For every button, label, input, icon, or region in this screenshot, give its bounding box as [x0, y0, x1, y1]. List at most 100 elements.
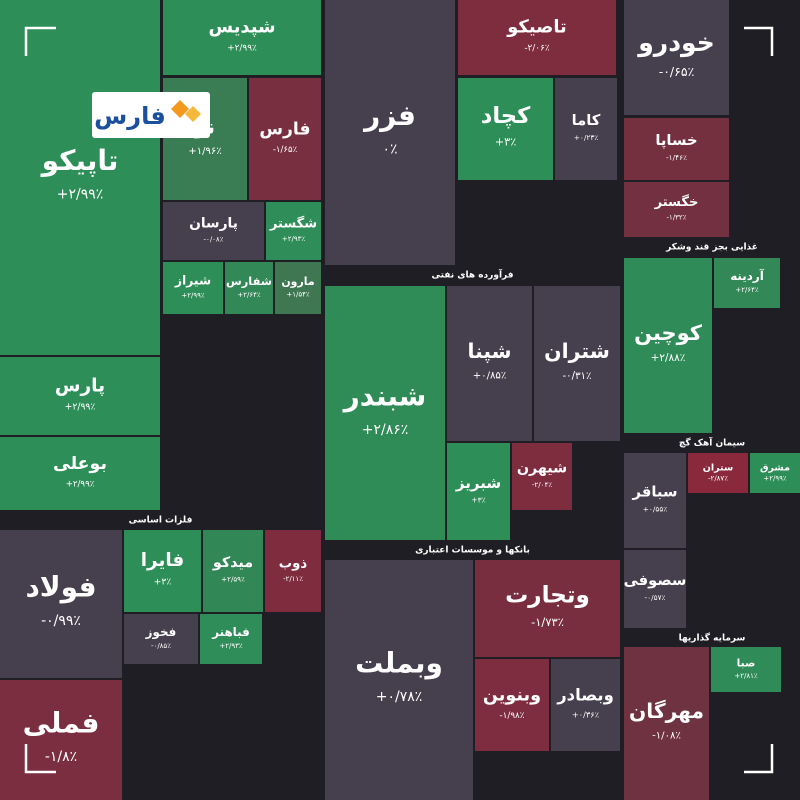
- tile-name: فولاد: [25, 571, 96, 604]
- tile-value: +۲/۹۹٪: [57, 186, 104, 202]
- tile: [512, 443, 572, 510]
- tile-name: کچاد: [481, 103, 531, 129]
- tile-name: فایرا: [141, 550, 184, 571]
- tile: [624, 453, 686, 548]
- tile-name: فخوز: [145, 625, 177, 640]
- tile: [0, 680, 122, 800]
- tile-name: خساپا: [655, 132, 697, 149]
- tile: [555, 78, 617, 180]
- tile-value: +۲/۵۹٪: [221, 575, 245, 584]
- tile: [624, 182, 729, 237]
- tile: [203, 530, 263, 612]
- tile-value: -۲/۰۶٪: [524, 44, 550, 54]
- section-bar: [624, 436, 800, 450]
- tile: [0, 437, 160, 510]
- tile: [711, 647, 781, 692]
- tile: [124, 530, 201, 612]
- tile-name: شگستر: [269, 215, 317, 231]
- tile: [225, 262, 273, 314]
- tile-value: +۲/۹۹٪: [181, 291, 205, 299]
- tile-value: +۲/۹۳٪: [219, 642, 243, 650]
- frame-corners: [24, 26, 774, 774]
- tile-name: فزر: [362, 99, 416, 132]
- tile-name: پارس: [55, 375, 105, 396]
- tile-value: ۰٪: [382, 141, 397, 157]
- tile: [688, 453, 748, 493]
- tile: [447, 443, 510, 540]
- tile: [325, 286, 445, 540]
- tile-value: +۲/۹۹٪: [65, 402, 96, 413]
- tile-value: -۱/۰۸٪: [652, 731, 681, 742]
- tile-name: فباهنر: [211, 625, 250, 640]
- tile-value: +۰/۷۸٪: [376, 689, 423, 705]
- tile: [624, 258, 712, 433]
- tile: [475, 560, 620, 657]
- tile-name: وتجارت: [505, 582, 590, 608]
- tile: [124, 614, 198, 664]
- tile-name: مهرگان: [629, 699, 704, 723]
- tile-name: فملی: [23, 707, 100, 740]
- logo-text: فارس: [94, 102, 166, 130]
- tile-value: +۳٪: [495, 136, 517, 149]
- tile-value: +۲/۹۹٪: [227, 44, 257, 54]
- tile: [447, 286, 532, 441]
- section-title: غذایی بجز قند وشکر: [665, 243, 758, 253]
- section-title: بانکها و موسسات اعتباری: [415, 546, 530, 556]
- tile-name: مشرق: [760, 462, 790, 473]
- tile-value: -۲/۰۴٪: [532, 480, 552, 489]
- tile-value: +۲/۸۱٪: [734, 672, 758, 680]
- logo-mark: [171, 100, 189, 118]
- tile-name: شتران: [544, 339, 610, 363]
- tile-value: -۱/۸٪: [45, 749, 77, 765]
- tile-name: خگستر: [654, 194, 699, 210]
- tile: [249, 78, 321, 200]
- tile: [0, 0, 160, 355]
- tile-value: -۰/۸۵٪: [151, 642, 171, 650]
- tile-name: شپدیس: [208, 17, 275, 38]
- logo-mark: [185, 106, 201, 122]
- tile-name: بوعلی: [53, 454, 107, 474]
- section-bar: [624, 240, 800, 254]
- tile-value: +۲/۸۸٪: [651, 352, 686, 364]
- tile-value: -۱/۴۶٪: [666, 153, 687, 162]
- tile-value: -۱/۳۲٪: [667, 213, 687, 221]
- tile: [325, 560, 473, 800]
- section-title: فلزات اساسی: [129, 516, 193, 526]
- section-bar: [624, 631, 800, 645]
- tile: [163, 202, 264, 260]
- tile: [534, 286, 620, 441]
- tile-value: -۱/۷۳٪: [531, 615, 564, 629]
- tile: [163, 262, 223, 314]
- tile-name: وبملت: [355, 647, 443, 680]
- tile-value: +۲/۶۴٪: [237, 291, 261, 299]
- section-title: سرمایه گذاریها: [679, 632, 746, 644]
- tile-value: -۲/۸۷٪: [708, 475, 728, 483]
- tile-value: +۱/۹۶٪: [188, 146, 221, 157]
- tile: [325, 0, 455, 265]
- tile-name: تاپیکو: [40, 144, 119, 177]
- tile-name: فارس: [259, 120, 310, 140]
- tile-value: -۲/۱۱٪: [283, 575, 303, 583]
- tile-value: +۳٪: [154, 577, 172, 588]
- tile: [624, 0, 729, 115]
- tile-value: +۲/۶۴٪: [735, 286, 759, 294]
- tile: [750, 453, 800, 493]
- section-bar: [325, 543, 620, 557]
- section-bar: [325, 268, 620, 282]
- tile-name: پارسان: [189, 215, 238, 231]
- tile: [458, 0, 616, 75]
- tile-value: +۰/۳۶٪: [572, 709, 599, 719]
- tile-value: +۰/۸۵٪: [473, 371, 507, 382]
- tile-name: شپنا: [468, 339, 512, 364]
- tile-name: ستران: [703, 462, 734, 473]
- tile: [200, 614, 262, 664]
- tile-name: سباقر: [632, 483, 678, 500]
- tile-name: مارون: [281, 275, 314, 288]
- section-title: سیمان آهک گچ: [679, 437, 745, 449]
- tile-value: -۰/۹۹٪: [41, 613, 81, 629]
- tile-value: +۳٪: [471, 496, 485, 505]
- tile-value: +۲/۸۶٪: [362, 422, 409, 438]
- tile-value: +۱/۵۴٪: [286, 291, 310, 299]
- tile: [624, 118, 729, 180]
